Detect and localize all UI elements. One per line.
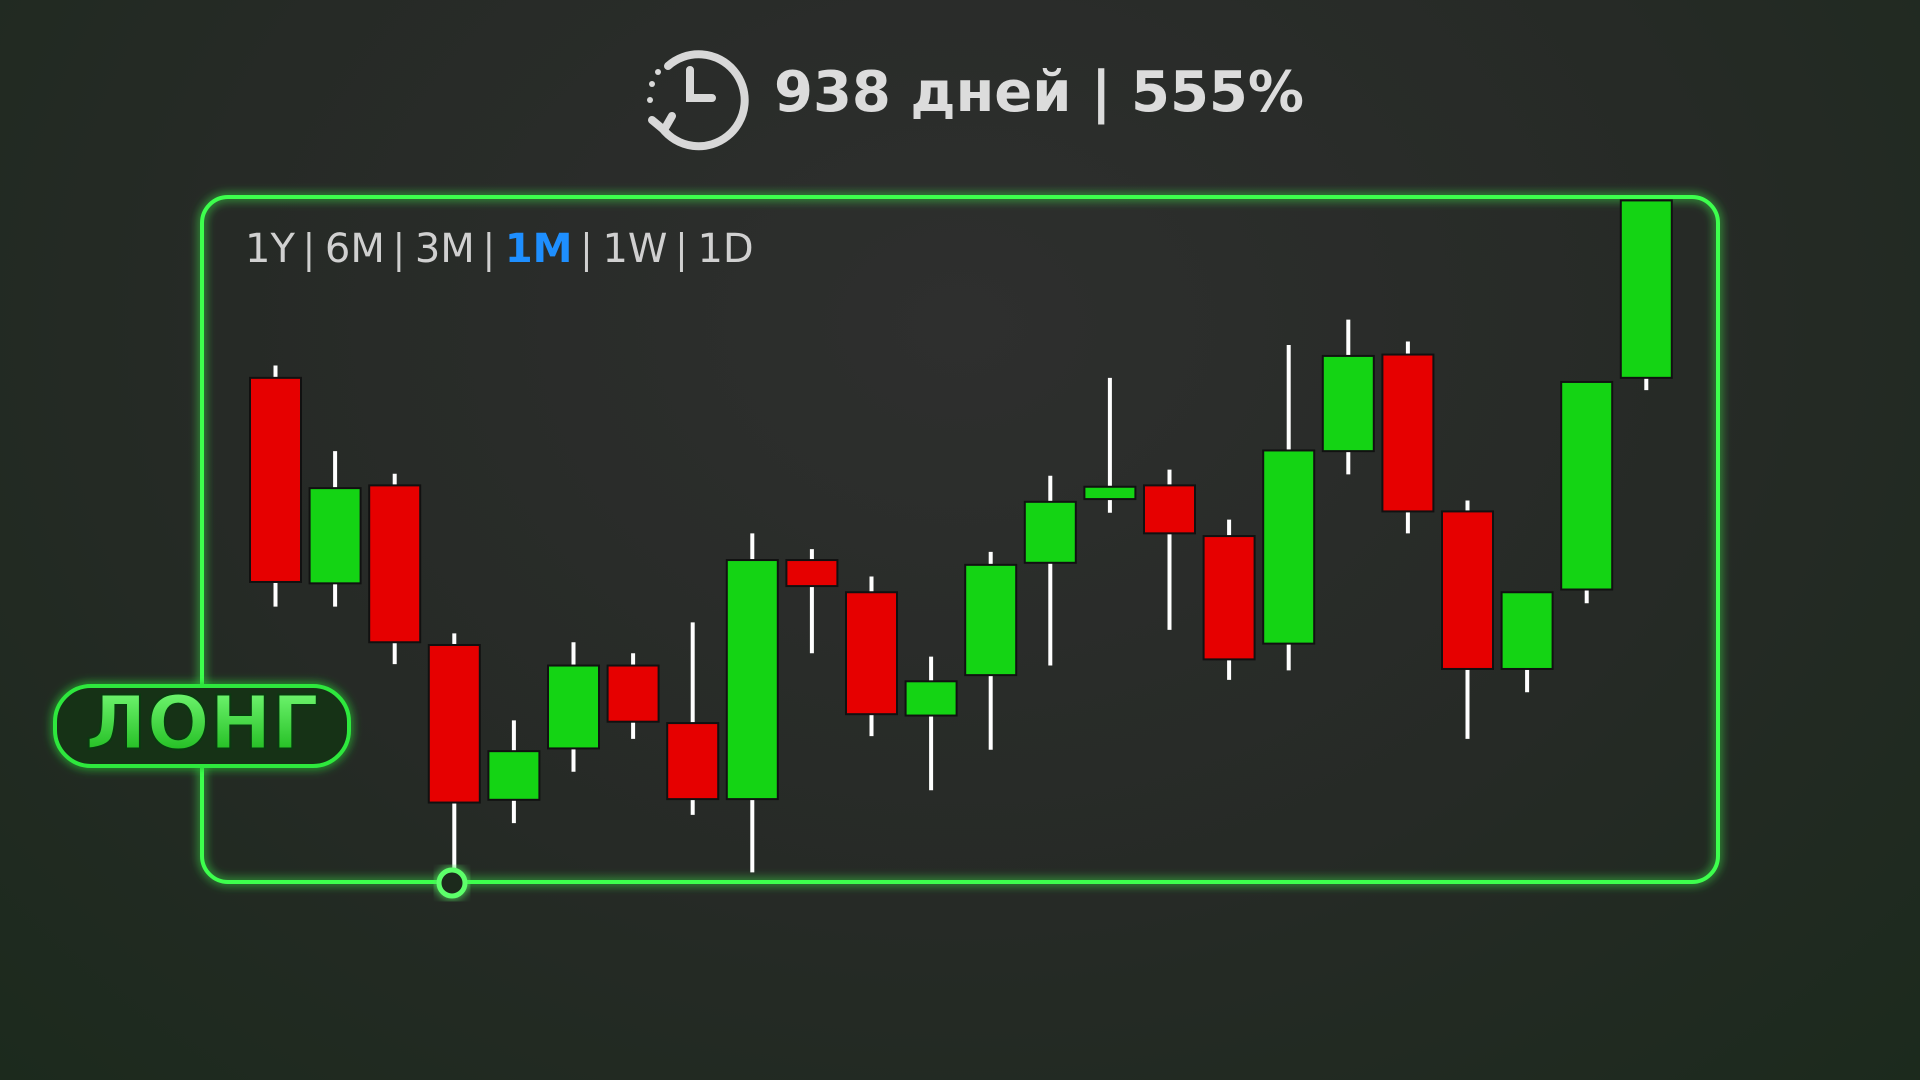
candle-body <box>1321 354 1375 453</box>
chart-frame <box>200 195 1720 884</box>
candle-body <box>606 664 660 723</box>
candle-body <box>487 750 541 801</box>
title: 938 дней | 555% <box>774 60 1304 125</box>
candle-body <box>1619 199 1673 379</box>
candle-body <box>964 563 1018 677</box>
candle-body <box>308 487 362 585</box>
candle-body <box>1441 510 1494 670</box>
badge-text: ЛОНГ <box>85 681 318 767</box>
candle-body <box>1381 353 1435 513</box>
candle-body <box>1500 591 1554 670</box>
candle-body <box>1143 484 1196 535</box>
candle-body <box>547 664 600 750</box>
timeframe-tab[interactable]: 3M <box>415 226 475 272</box>
candle-body <box>1083 485 1137 501</box>
candle-body <box>845 591 898 716</box>
timeframe-tabs: 1Y 6M 3M 1M 1W 1D <box>245 226 754 272</box>
entry-point <box>436 867 468 899</box>
badge <box>53 684 351 768</box>
candle-body <box>1023 500 1077 564</box>
candle-body <box>666 722 720 801</box>
timeframe-tab[interactable]: 1W <box>602 226 667 272</box>
timeframe-tab[interactable]: 1M <box>505 226 573 272</box>
candles <box>249 199 1673 873</box>
candle-body <box>249 376 302 583</box>
timeframe-tab[interactable]: 1D <box>697 226 753 272</box>
candle-body <box>368 484 422 644</box>
candle-body <box>1560 380 1614 591</box>
candle-body <box>785 559 839 588</box>
timeframe-tab[interactable]: 1Y <box>245 226 295 272</box>
clock-icon <box>647 50 749 151</box>
candle-body <box>1262 449 1316 645</box>
timeframe-tab[interactable]: 6M <box>325 226 385 272</box>
candle-body <box>904 680 958 717</box>
candle-body <box>427 643 481 804</box>
candle-body <box>1202 535 1256 661</box>
candle-body <box>725 559 779 801</box>
